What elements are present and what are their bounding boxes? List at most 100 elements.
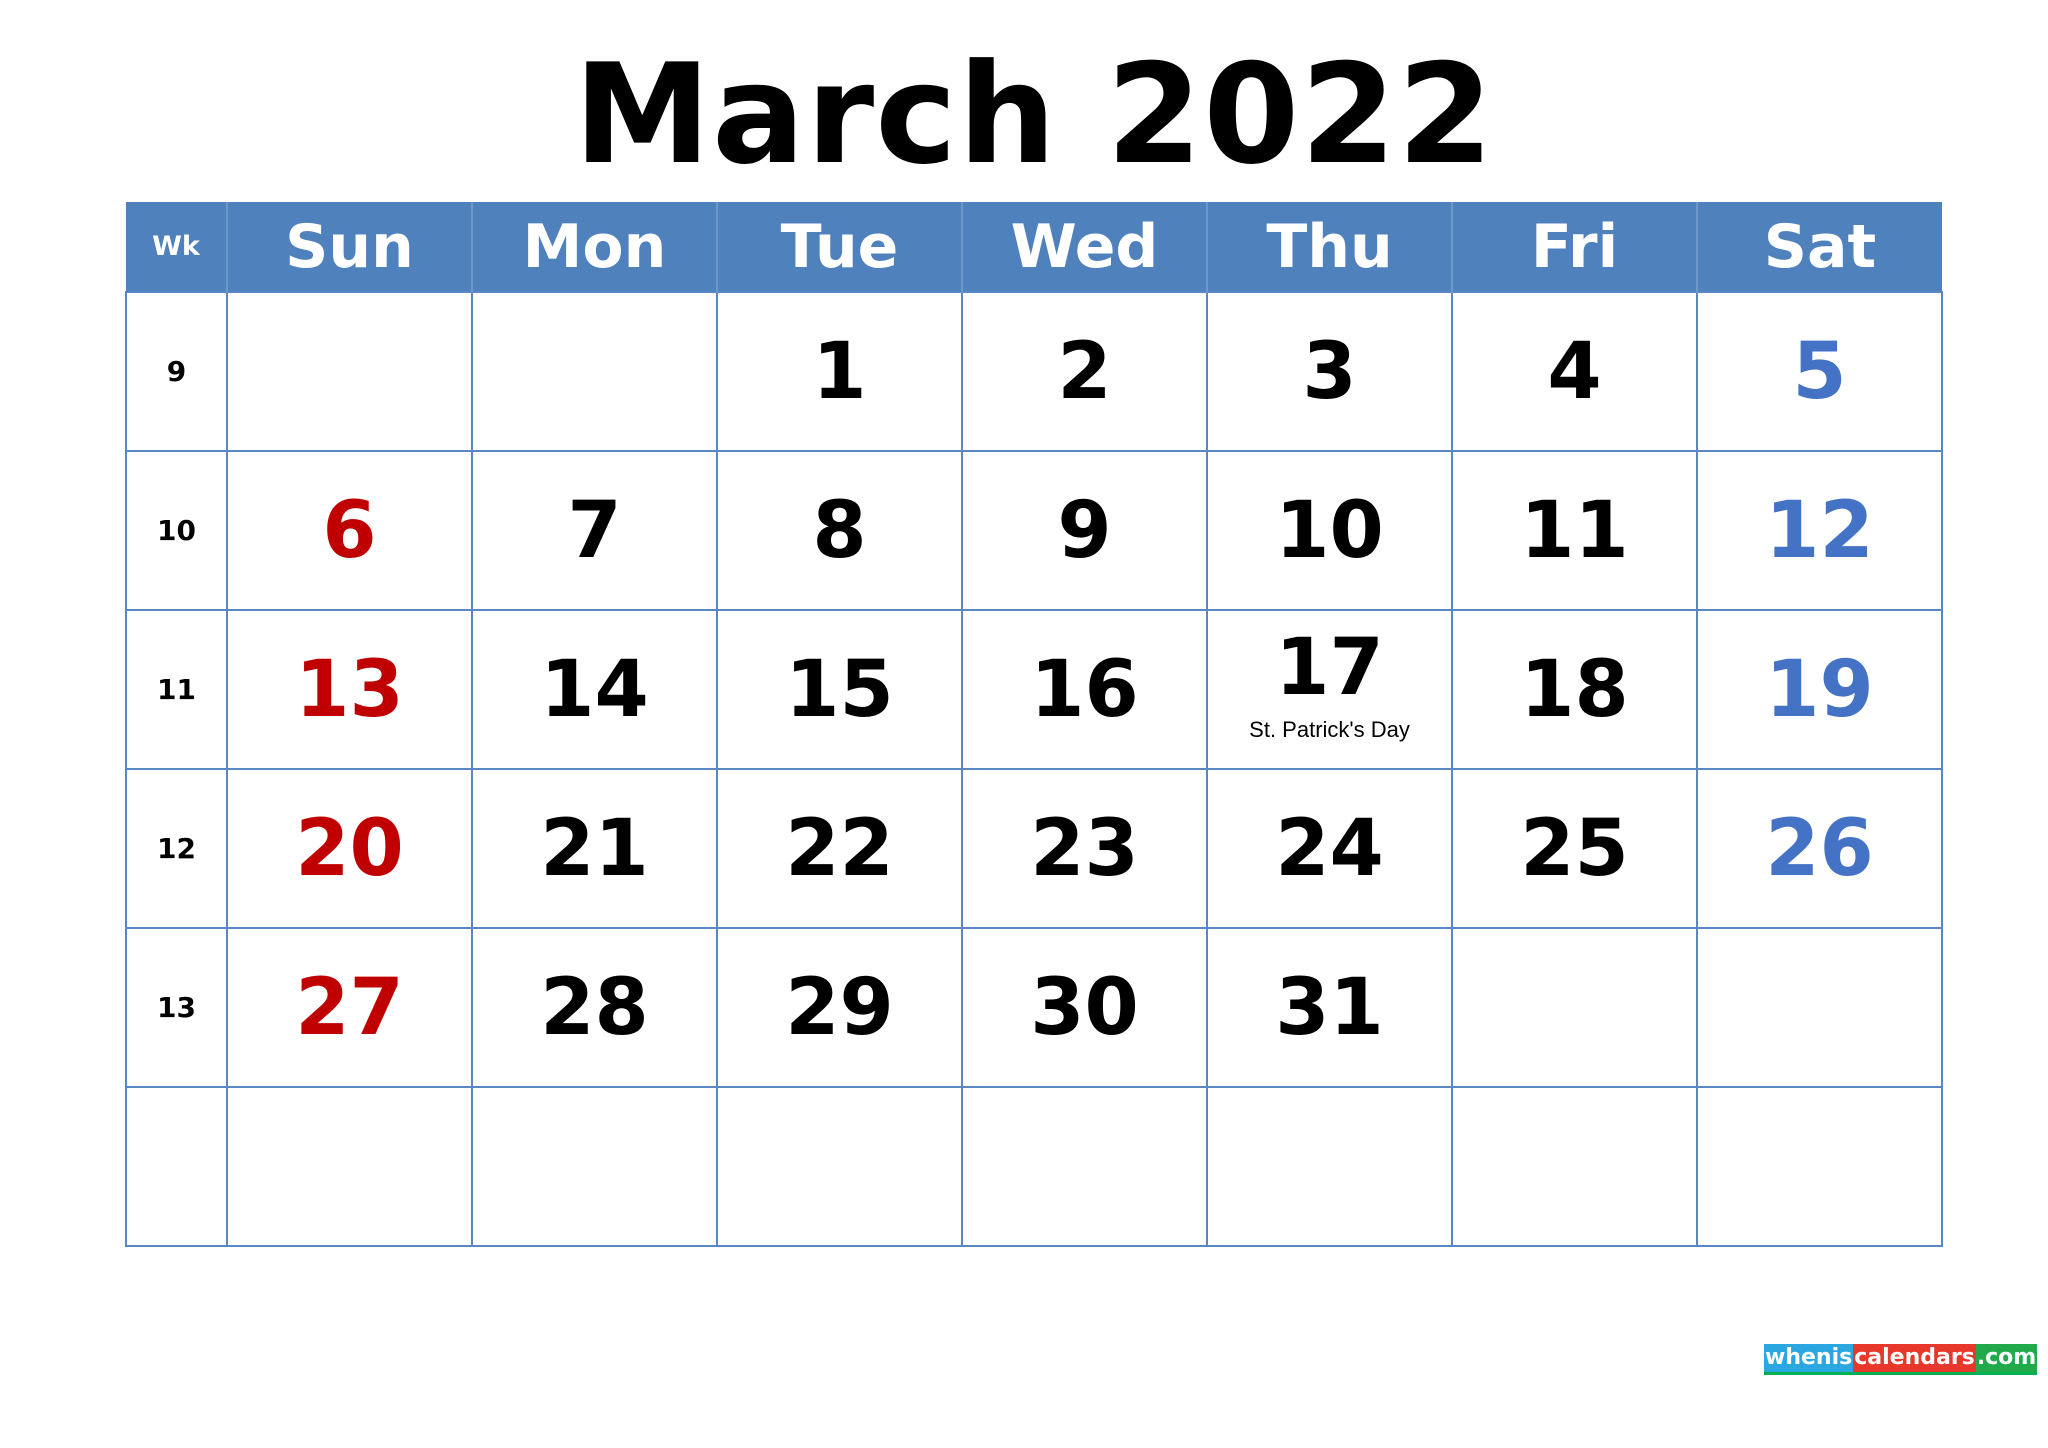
- day-cell[interactable]: 13: [226, 609, 473, 770]
- day-number: 15: [785, 644, 894, 735]
- weekday-header-wed: Wed: [961, 202, 1207, 292]
- day-cell[interactable]: 1: [716, 291, 963, 452]
- day-number: 7: [567, 485, 622, 576]
- day-cell[interactable]: 27: [226, 927, 473, 1088]
- day-number: 1: [812, 326, 867, 417]
- day-cell[interactable]: 9: [961, 450, 1208, 611]
- day-number: 4: [1547, 326, 1602, 417]
- week-row: 13 27 28 29 30 31: [125, 927, 1943, 1088]
- day-cell[interactable]: 5: [1696, 291, 1943, 452]
- day-number: 3: [1302, 326, 1357, 417]
- day-number: 2: [1057, 326, 1112, 417]
- day-number: 27: [295, 962, 404, 1053]
- week-number-header: Wk: [126, 202, 227, 292]
- week-row: 9 1 2 3 4 5: [125, 291, 1943, 452]
- week-row: [125, 1086, 1943, 1247]
- day-cell[interactable]: 30: [961, 927, 1208, 1088]
- day-number: 18: [1520, 644, 1629, 735]
- watermark-part-whenis: whenis: [1764, 1344, 1854, 1372]
- day-cell[interactable]: [471, 291, 718, 452]
- day-number: 24: [1275, 803, 1384, 894]
- day-number: 16: [1030, 644, 1139, 735]
- weekday-header-mon: Mon: [471, 202, 717, 292]
- day-cell[interactable]: [1451, 1086, 1698, 1247]
- site-watermark-logo[interactable]: whenis calendars .com: [1764, 1344, 2038, 1375]
- day-number: 28: [540, 962, 649, 1053]
- day-number: 19: [1765, 644, 1874, 735]
- weekday-header-fri: Fri: [1451, 202, 1697, 292]
- day-cell[interactable]: 7: [471, 450, 718, 611]
- weekday-header-sun: Sun: [226, 202, 472, 292]
- weekday-header-tue: Tue: [716, 202, 962, 292]
- day-cell[interactable]: [1206, 1086, 1453, 1247]
- day-cell[interactable]: 10: [1206, 450, 1453, 611]
- day-cell[interactable]: 22: [716, 768, 963, 929]
- day-cell[interactable]: [1696, 1086, 1943, 1247]
- day-number: 14: [540, 644, 649, 735]
- day-cell[interactable]: [471, 1086, 718, 1247]
- week-row: 11 13 14 15 16 17 St. Patrick's Day 18 19: [125, 609, 1943, 770]
- day-number: 21: [540, 803, 649, 894]
- day-number: 8: [812, 485, 867, 576]
- day-cell[interactable]: 6: [226, 450, 473, 611]
- calendar-title: March 2022: [573, 34, 1495, 195]
- day-cell[interactable]: 3: [1206, 291, 1453, 452]
- day-number: 13: [295, 644, 404, 735]
- day-cell[interactable]: 11: [1451, 450, 1698, 611]
- day-cell[interactable]: 12: [1696, 450, 1943, 611]
- day-number: 9: [1057, 485, 1112, 576]
- weekday-header-row: Wk Sun Mon Tue Wed Thu Fri Sat: [126, 202, 1942, 292]
- week-number: 11: [125, 609, 228, 770]
- day-cell[interactable]: 15: [716, 609, 963, 770]
- day-number: 12: [1765, 485, 1874, 576]
- day-number: 22: [785, 803, 894, 894]
- watermark-part-calendars: calendars: [1853, 1344, 1976, 1372]
- week-number: [125, 1086, 228, 1247]
- week-row: 12 20 21 22 23 24 25 26: [125, 768, 1943, 929]
- week-row: 10 6 7 8 9 10 11 12: [125, 450, 1943, 611]
- day-number: 25: [1520, 803, 1629, 894]
- week-number: 13: [125, 927, 228, 1088]
- week-number: 9: [125, 291, 228, 452]
- week-number: 12: [125, 768, 228, 929]
- weekday-header-sat: Sat: [1696, 202, 1942, 292]
- day-cell[interactable]: [716, 1086, 963, 1247]
- day-cell[interactable]: 28: [471, 927, 718, 1088]
- day-number: 29: [785, 962, 894, 1053]
- day-number: 17: [1275, 622, 1384, 713]
- day-cell-holiday[interactable]: 17 St. Patrick's Day: [1206, 609, 1453, 770]
- holiday-label: St. Patrick's Day: [1249, 716, 1410, 742]
- day-cell[interactable]: 23: [961, 768, 1208, 929]
- day-cell[interactable]: [226, 291, 473, 452]
- calendar-grid: Wk Sun Mon Tue Wed Thu Fri Sat 9 1 2 3 4…: [125, 202, 1943, 1247]
- day-cell[interactable]: 19: [1696, 609, 1943, 770]
- day-number: 6: [322, 485, 377, 576]
- day-cell[interactable]: 26: [1696, 768, 1943, 929]
- day-cell[interactable]: [961, 1086, 1208, 1247]
- day-number: 10: [1275, 485, 1384, 576]
- day-number: 30: [1030, 962, 1139, 1053]
- day-cell[interactable]: 29: [716, 927, 963, 1088]
- day-cell[interactable]: 14: [471, 609, 718, 770]
- day-cell[interactable]: 21: [471, 768, 718, 929]
- day-cell[interactable]: 16: [961, 609, 1208, 770]
- day-cell[interactable]: 20: [226, 768, 473, 929]
- day-number: 23: [1030, 803, 1139, 894]
- day-number: 20: [295, 803, 404, 894]
- day-cell[interactable]: 2: [961, 291, 1208, 452]
- day-cell[interactable]: [226, 1086, 473, 1247]
- day-cell[interactable]: 25: [1451, 768, 1698, 929]
- day-cell[interactable]: 4: [1451, 291, 1698, 452]
- day-cell[interactable]: [1696, 927, 1943, 1088]
- day-number: 5: [1792, 326, 1847, 417]
- day-number: 31: [1275, 962, 1384, 1053]
- day-cell[interactable]: [1451, 927, 1698, 1088]
- day-number: 26: [1765, 803, 1874, 894]
- day-cell[interactable]: 18: [1451, 609, 1698, 770]
- day-cell[interactable]: 24: [1206, 768, 1453, 929]
- week-number: 10: [125, 450, 228, 611]
- weekday-header-thu: Thu: [1206, 202, 1452, 292]
- watermark-part-com: .com: [1975, 1344, 2038, 1372]
- day-cell[interactable]: 31: [1206, 927, 1453, 1088]
- day-cell[interactable]: 8: [716, 450, 963, 611]
